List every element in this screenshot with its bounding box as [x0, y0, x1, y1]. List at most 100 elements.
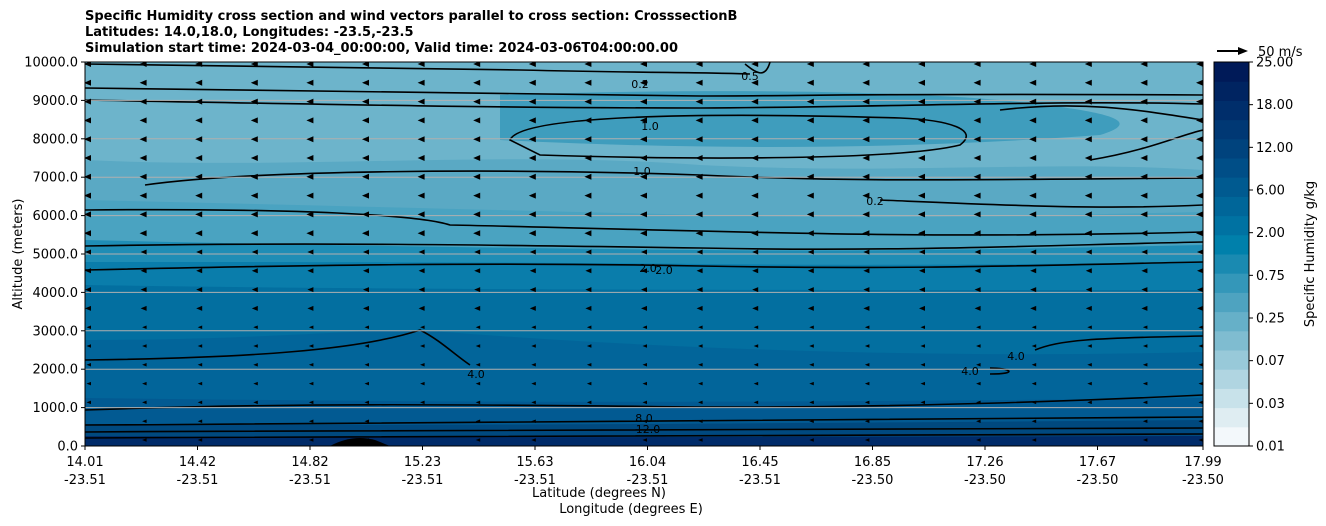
wind-vector	[751, 79, 759, 86]
wind-vector	[806, 136, 814, 143]
wind-vector	[862, 173, 870, 180]
wind-vector	[195, 155, 203, 161]
wind-vector	[1084, 192, 1092, 199]
x-tick-label-lat: 17.26	[966, 455, 1003, 470]
wind-vector	[918, 173, 925, 180]
wind-vector	[918, 62, 925, 67]
wind-vector	[364, 400, 369, 405]
humidity-contour-lines	[85, 62, 1203, 439]
wind-vector	[362, 136, 369, 143]
wind-vector	[85, 268, 91, 274]
wind-vector	[640, 62, 647, 67]
wind-vector	[86, 325, 91, 329]
wind-vector	[695, 98, 703, 105]
contour-line	[85, 99, 1203, 109]
wind-vector	[640, 192, 647, 199]
wind-vector	[417, 117, 425, 124]
wind-vector	[1085, 268, 1092, 274]
contour-label: 0.2	[866, 195, 884, 208]
wind-vector	[1085, 305, 1092, 311]
wind-vector	[531, 419, 536, 423]
wind-vector	[584, 173, 592, 180]
wind-vector	[864, 438, 870, 442]
wind-vector	[473, 136, 481, 143]
wind-vector	[752, 268, 759, 274]
wind-vector	[642, 400, 647, 405]
wind-vector	[417, 79, 425, 86]
wind-vector	[475, 381, 481, 386]
wind-vector	[1084, 155, 1092, 161]
wind-vector	[195, 192, 203, 199]
y-tick-label: 8000.0	[33, 132, 79, 147]
wind-vector	[918, 117, 925, 124]
colorbar-segment	[1214, 292, 1249, 313]
wind-vector	[751, 173, 759, 180]
wind-vector	[528, 211, 536, 218]
wind-vector	[1031, 419, 1037, 423]
wind-vector	[640, 98, 647, 105]
wind-vector	[1196, 98, 1203, 105]
wind-vector	[585, 268, 592, 274]
wind-vector	[751, 62, 759, 67]
wind-vector	[919, 305, 925, 311]
wind-vector	[1085, 287, 1092, 293]
contour-line	[85, 241, 1203, 251]
x-tick-label-lat: 16.45	[741, 455, 778, 470]
wind-vector	[1142, 344, 1148, 348]
wind-vector	[584, 211, 592, 218]
wind-vector	[308, 419, 314, 423]
colorbar-tick-label: 6.00	[1256, 184, 1285, 199]
wind-vector	[1031, 400, 1037, 405]
contour-line	[85, 261, 1203, 271]
wind-vector	[139, 98, 147, 105]
wind-vector	[807, 305, 814, 311]
wind-vector	[641, 305, 647, 311]
wind-vector	[528, 62, 536, 67]
wind-vector	[753, 344, 759, 348]
wind-vector	[752, 287, 759, 293]
wind-vector	[420, 363, 425, 367]
wind-vector	[1140, 230, 1148, 237]
wind-vector	[197, 325, 203, 329]
wind-vector	[974, 249, 981, 255]
wind-vector	[976, 381, 981, 386]
wind-vector	[1198, 325, 1203, 329]
wind-vector	[473, 173, 481, 180]
y-axis-ticks: 0.0 1000.0 2000.0 3000.0 4000.0 5000.0 6000.0 7…	[24, 56, 85, 455]
wind-vector	[197, 438, 203, 442]
wind-vector	[250, 155, 258, 161]
wind-vector	[85, 192, 91, 199]
y-tick-label: 1000.0	[33, 401, 79, 416]
wind-vector	[250, 173, 258, 180]
wind-vector	[1031, 363, 1037, 367]
wind-vector	[806, 211, 814, 218]
colorbar-segment	[1214, 330, 1249, 351]
wind-vector	[475, 438, 481, 442]
contour-label: 8.0	[635, 412, 653, 425]
wind-vector	[920, 381, 925, 386]
wind-vector	[85, 173, 91, 180]
wind-vector	[642, 325, 647, 329]
wind-vector	[85, 230, 91, 237]
wind-vector	[862, 155, 870, 161]
colorbar-segment	[1214, 215, 1249, 236]
wind-vector	[920, 400, 925, 405]
colorbar-segment	[1214, 254, 1249, 274]
wind-vector	[1140, 98, 1148, 105]
wind-vector	[1031, 438, 1037, 442]
wind-vector	[862, 230, 870, 237]
wind-vector	[473, 155, 481, 161]
contour-line	[999, 105, 1203, 121]
x-tick-label-lat: 14.82	[291, 455, 328, 470]
wind-vector	[473, 211, 481, 218]
wind-vector	[362, 62, 369, 67]
x-axis-label-latitude: Latitude (degrees N)	[532, 486, 666, 501]
wind-vector	[864, 363, 870, 367]
wind-vector	[1142, 438, 1148, 442]
colorbar-segment	[1214, 138, 1249, 159]
wind-vector	[85, 211, 91, 218]
wind-vector	[918, 192, 925, 199]
wind-vector	[807, 249, 814, 255]
wind-vector	[585, 305, 592, 311]
wind-vector	[806, 155, 814, 161]
